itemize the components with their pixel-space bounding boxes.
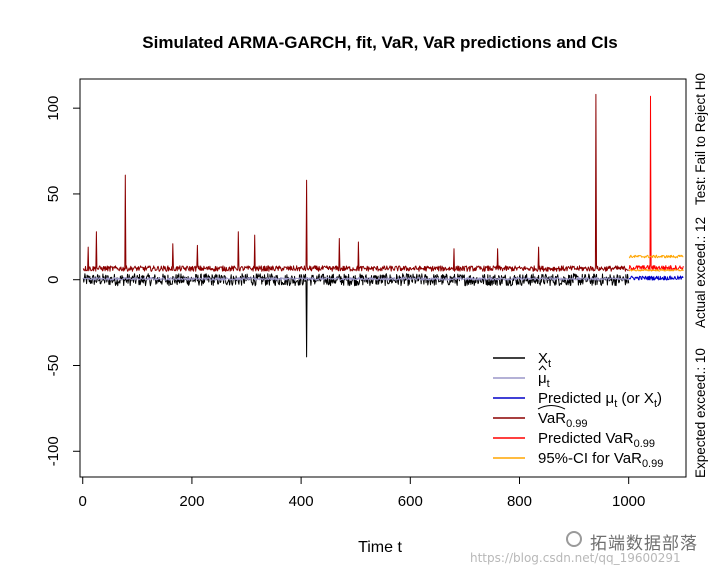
series-pred_var (628, 95, 684, 271)
series-pred_mu (628, 275, 684, 281)
axes-layer: 0 200 400 600 800 1000 -100 -50 0 50 100 (45, 96, 645, 510)
series-mu_hat (82, 277, 630, 281)
x-tick-label: 600 (398, 493, 423, 510)
watermark-brand: 拓端数据部落 (590, 534, 698, 554)
y-tick-label: 100 (45, 96, 62, 121)
watermark-url: https://blog.csdn.net/qq_19600291 (470, 551, 681, 565)
x-tick-label: 1000 (612, 493, 645, 510)
x-tick-label: 200 (179, 493, 204, 510)
margin-label: Test: Fail to Reject H0 (693, 73, 708, 205)
y-tick-label: 0 (45, 276, 62, 284)
series-var_fit (82, 93, 629, 272)
margin-text: Expected exceed.: 10 Actual exceed.: 12 Te… (693, 73, 708, 478)
y-tick-label: -50 (45, 355, 62, 377)
legend-label: Xt (538, 350, 551, 370)
legend-hat (537, 405, 566, 410)
legend-item: VaR0.99 (493, 405, 588, 430)
legend-label: μt (538, 370, 550, 390)
margin-label: Expected exceed.: 10 (693, 348, 708, 478)
x-tick-label: 0 (79, 493, 87, 510)
x-tick-label: 400 (289, 493, 314, 510)
legend-label: Predicted VaR0.99 (538, 430, 655, 450)
legend-item: μt (493, 365, 550, 390)
legend-label: VaR0.99 (538, 410, 588, 430)
legend-item: Xt (493, 350, 551, 370)
chart-title: Simulated ARMA-GARCH, fit, VaR, VaR pred… (142, 33, 617, 52)
legend-hat (538, 365, 547, 371)
legend-label: 95%-CI for VaR0.99 (538, 450, 663, 470)
margin-label: Actual exceed.: 12 (693, 217, 708, 328)
series-xt (82, 273, 630, 358)
series-ci_upper (628, 254, 684, 259)
legend-label: Predicted μt (or Xt) (538, 390, 662, 410)
x-axis-label: Time t (358, 539, 402, 556)
wechat-icon (566, 531, 582, 547)
legend-item: Predicted μt (or Xt) (493, 390, 662, 410)
y-tick-label: -100 (45, 436, 62, 466)
series-ci_lower (628, 269, 684, 272)
y-tick-label: 50 (45, 186, 62, 203)
series-layer (82, 93, 684, 358)
legend-item: Predicted VaR0.99 (493, 430, 655, 450)
legend-item: 95%-CI for VaR0.99 (493, 450, 663, 470)
x-tick-label: 800 (507, 493, 532, 510)
